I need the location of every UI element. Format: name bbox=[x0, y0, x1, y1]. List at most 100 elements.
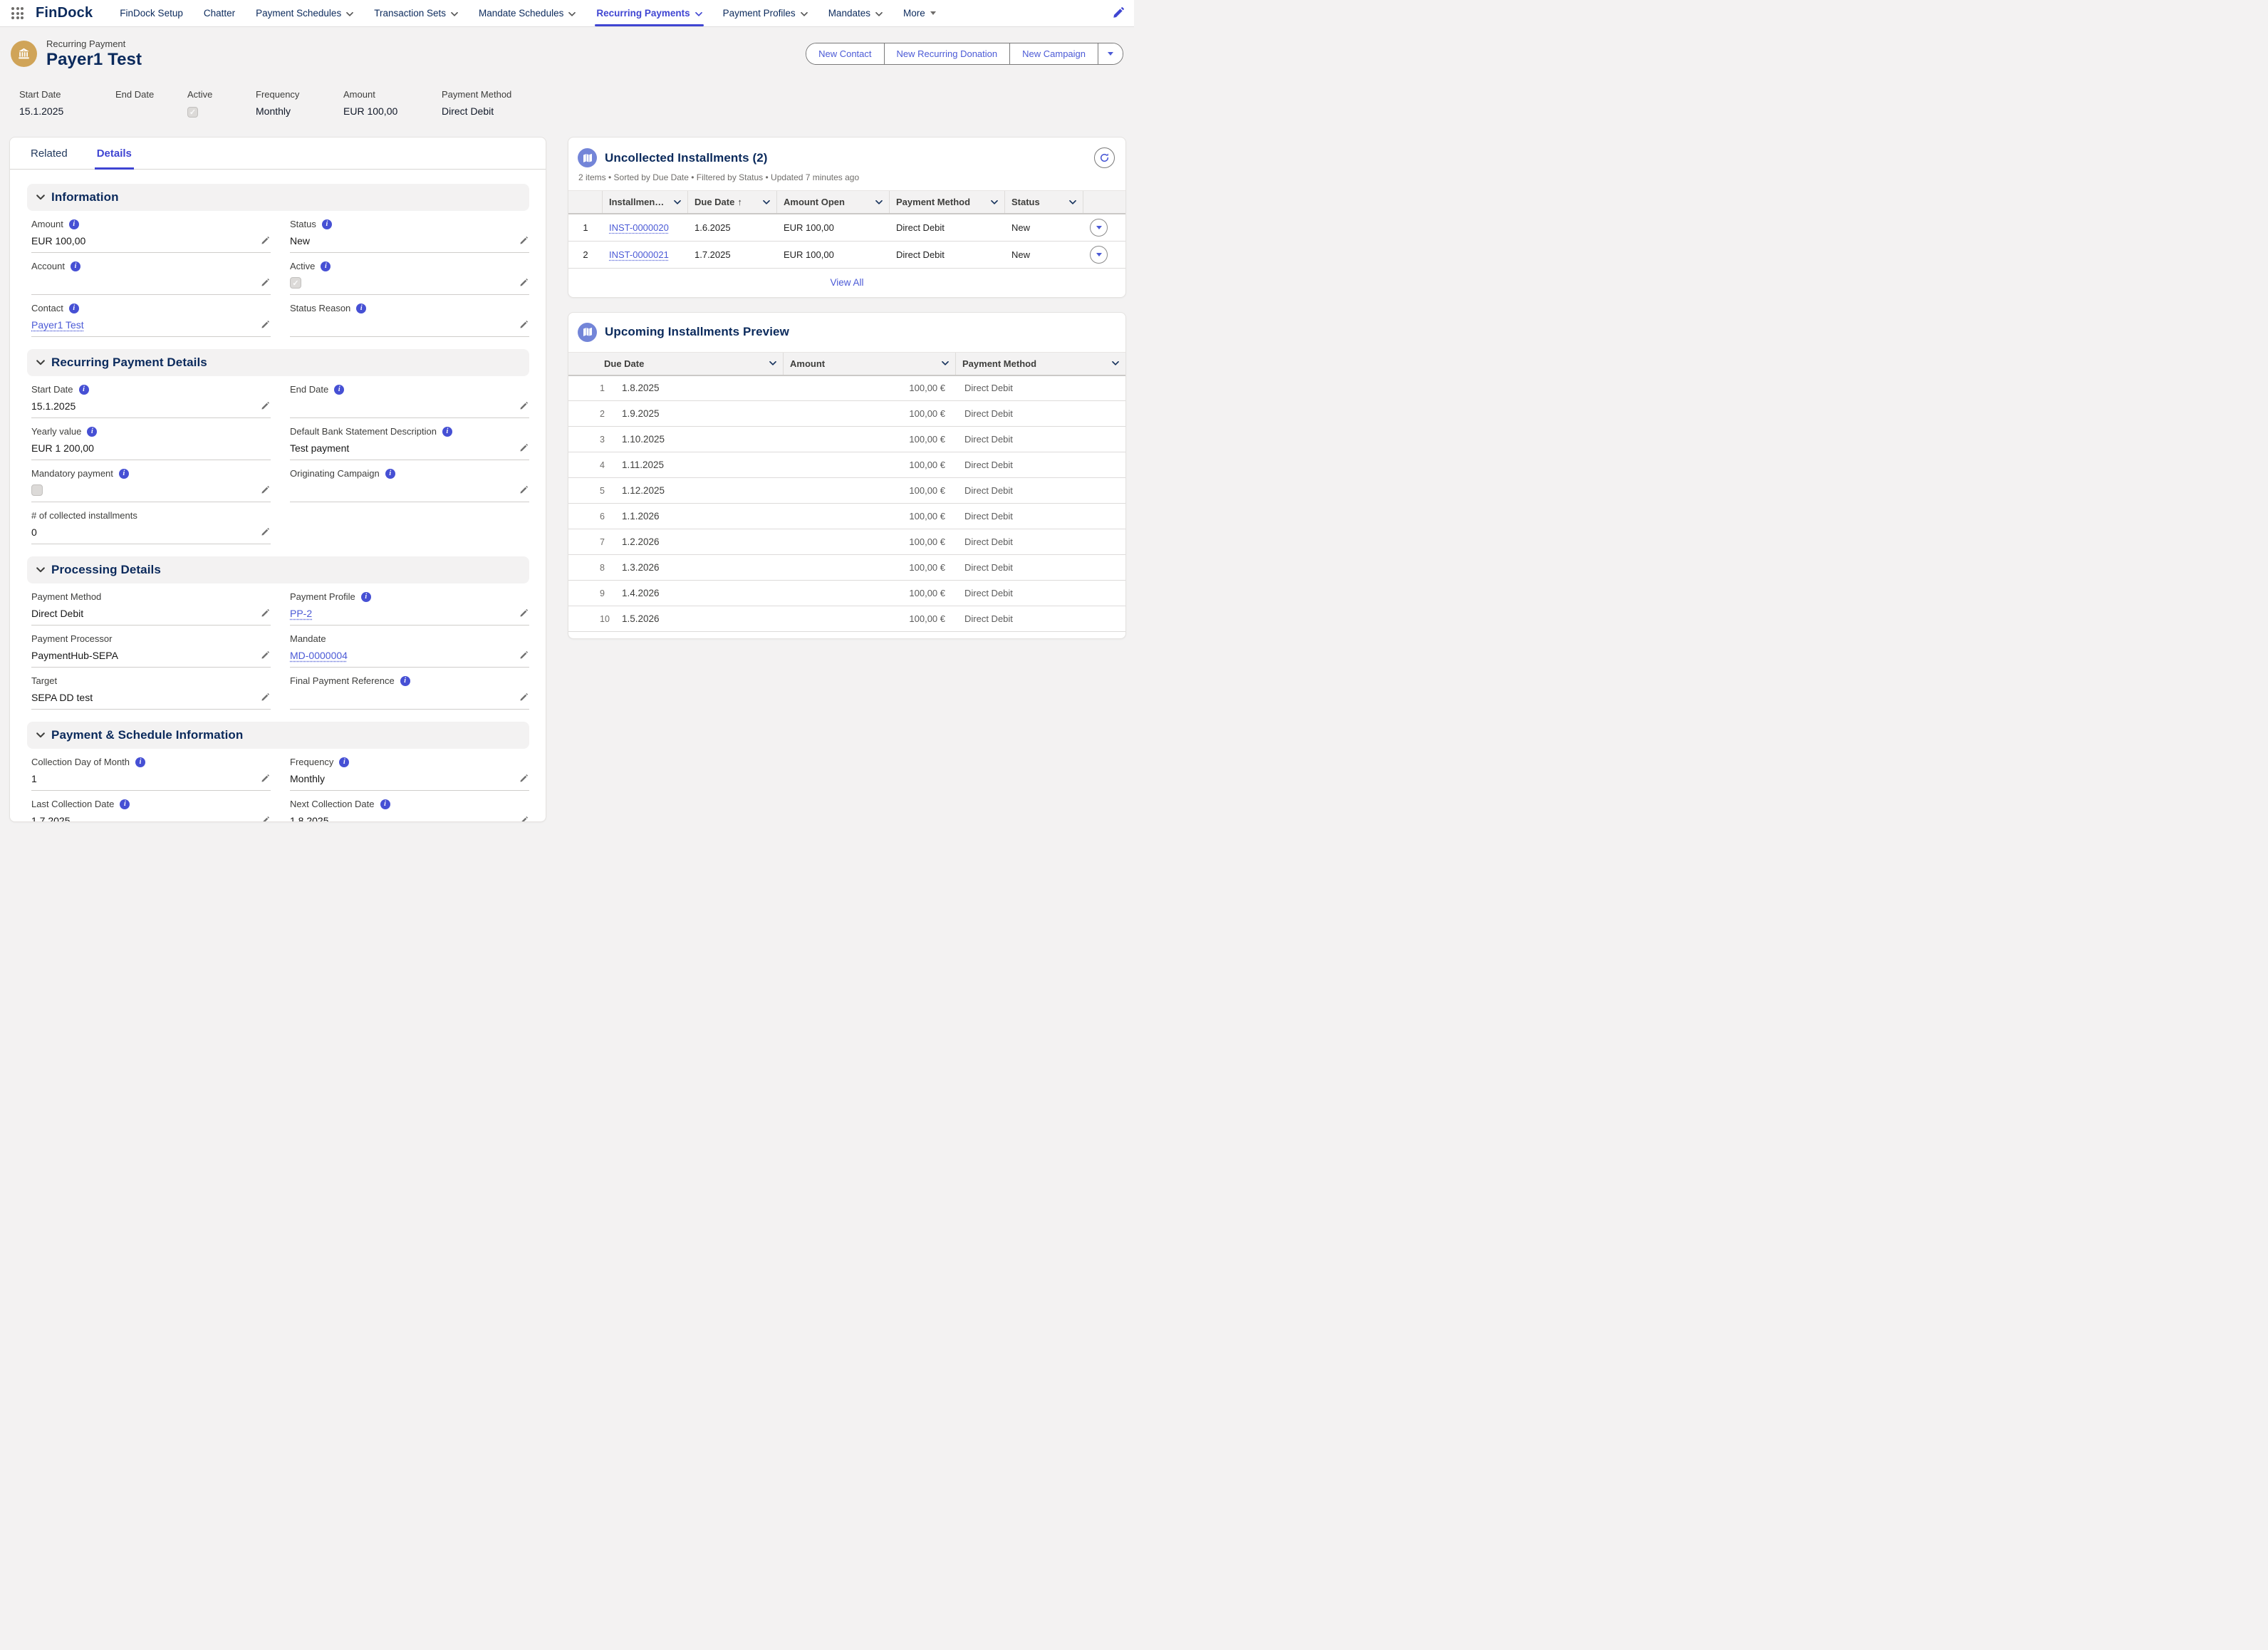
section-header-processing-details[interactable]: Processing Details bbox=[27, 556, 529, 583]
tab-details[interactable]: Details bbox=[94, 138, 135, 170]
link-inst-0000020[interactable]: INST-0000020 bbox=[609, 222, 669, 233]
payment-method-cell: Direct Debit bbox=[956, 554, 1125, 581]
info-icon[interactable]: i bbox=[118, 468, 129, 479]
field-status-reason: Status Reason i bbox=[290, 295, 529, 337]
edit-end-date-button[interactable] bbox=[518, 400, 529, 412]
nav-item-chatter[interactable]: Chatter bbox=[204, 0, 235, 26]
column-header-due-date[interactable]: Due Date bbox=[568, 351, 784, 376]
edit-payment-profile-button[interactable] bbox=[518, 608, 529, 619]
nav-item-mandate-schedules[interactable]: Mandate Schedules bbox=[479, 0, 576, 26]
edit-status-button[interactable] bbox=[518, 235, 529, 247]
link-payer1-test[interactable]: Payer1 Test bbox=[31, 319, 84, 331]
info-icon[interactable]: i bbox=[380, 799, 390, 809]
chevron-down-icon[interactable] bbox=[991, 199, 998, 204]
column-header-payment-method[interactable]: Payment Method bbox=[890, 190, 1005, 214]
edit-mandate-button[interactable] bbox=[518, 650, 529, 661]
column-header-due-date[interactable]: Due Date ↑ bbox=[688, 190, 777, 214]
info-icon[interactable]: i bbox=[321, 261, 331, 271]
edit-frequency-button[interactable] bbox=[518, 773, 529, 784]
edit-contact-button[interactable] bbox=[259, 319, 271, 331]
info-icon[interactable]: i bbox=[87, 426, 98, 437]
nav-item-recurring-payments[interactable]: Recurring Payments bbox=[595, 0, 704, 26]
nav-item-transaction-sets[interactable]: Transaction Sets bbox=[374, 0, 458, 26]
column-label: Status bbox=[1011, 197, 1040, 207]
detail-sections: Information Amount i EUR 100,00 Status i New Ac… bbox=[10, 170, 546, 821]
chevron-down-icon[interactable] bbox=[769, 361, 776, 365]
table-row: 5 1.12.2025 100,00 € Direct Debit bbox=[568, 477, 1125, 504]
row-number: 6 bbox=[600, 512, 605, 522]
info-icon[interactable]: i bbox=[321, 219, 332, 229]
row-actions-button[interactable] bbox=[1090, 218, 1108, 237]
edit-last-collection-date-button[interactable] bbox=[259, 815, 271, 821]
info-icon[interactable]: i bbox=[360, 591, 371, 602]
column-header-inner bbox=[1083, 191, 1125, 213]
edit-collection-day-of-month-button[interactable] bbox=[259, 773, 271, 784]
due-date-cell: 8 1.3.2026 bbox=[568, 554, 784, 581]
edit-active-button[interactable] bbox=[518, 277, 529, 289]
link-inst-0000021[interactable]: INST-0000021 bbox=[609, 249, 669, 260]
new-campaign-button[interactable]: New Campaign bbox=[1009, 43, 1098, 64]
nav-item-findock-setup[interactable]: FinDock Setup bbox=[120, 0, 183, 26]
edit-payment-method-button[interactable] bbox=[259, 608, 271, 619]
edit-status-reason-button[interactable] bbox=[518, 319, 529, 331]
edit-final-payment-reference-button[interactable] bbox=[518, 692, 529, 703]
link-pp-2[interactable]: PP-2 bbox=[290, 608, 313, 619]
due-date-value: 1.4.2026 bbox=[622, 588, 660, 598]
nav-item-more[interactable]: More bbox=[903, 0, 936, 26]
info-icon[interactable]: i bbox=[442, 426, 452, 437]
due-date-value: 1.8.2025 bbox=[622, 383, 660, 394]
chevron-down-icon[interactable] bbox=[674, 199, 681, 204]
edit-start-date-button[interactable] bbox=[259, 400, 271, 412]
app-launcher-icon[interactable] bbox=[11, 7, 24, 19]
edit-originating-campaign-button[interactable] bbox=[518, 484, 529, 496]
column-header-payment-method[interactable]: Payment Method bbox=[956, 351, 1125, 376]
amount-open-cell: EUR 100,00 bbox=[777, 241, 890, 269]
field-value-row bbox=[290, 399, 529, 413]
column-header-installmen[interactable]: Installmen… bbox=[603, 190, 688, 214]
info-icon[interactable]: i bbox=[70, 261, 80, 271]
row-actions-button[interactable] bbox=[1090, 245, 1108, 264]
info-icon[interactable]: i bbox=[120, 799, 130, 809]
edit-account-button[interactable] bbox=[259, 277, 271, 289]
tab-related[interactable]: Related bbox=[31, 147, 68, 160]
edit-target-button[interactable] bbox=[259, 692, 271, 703]
chevron-down-icon[interactable] bbox=[1069, 199, 1076, 204]
info-icon[interactable]: i bbox=[135, 757, 146, 767]
link-md-0000004[interactable]: MD-0000004 bbox=[290, 650, 348, 661]
column-header-amount-open[interactable]: Amount Open bbox=[777, 190, 890, 214]
edit-next-collection-date-button[interactable] bbox=[518, 815, 529, 821]
info-icon[interactable]: i bbox=[78, 384, 89, 395]
info-icon[interactable]: i bbox=[400, 675, 410, 686]
info-icon[interactable]: i bbox=[339, 757, 350, 767]
column-label: Payment Method bbox=[962, 358, 1037, 369]
edit-payment-processor-button[interactable] bbox=[259, 650, 271, 661]
nav-item-payment-profiles[interactable]: Payment Profiles bbox=[723, 0, 808, 26]
edit-amount-button[interactable] bbox=[259, 235, 271, 247]
more-actions-button[interactable] bbox=[1098, 43, 1123, 64]
nav-item-mandates[interactable]: Mandates bbox=[828, 0, 883, 26]
new-contact-button[interactable]: New Contact bbox=[806, 43, 884, 64]
column-header-status[interactable]: Status bbox=[1005, 190, 1083, 214]
edit-pencil-icon[interactable] bbox=[1112, 7, 1124, 19]
nav-item-payment-schedules[interactable]: Payment Schedules bbox=[256, 0, 354, 26]
view-all-link[interactable]: View All bbox=[830, 276, 864, 288]
info-icon[interactable]: i bbox=[68, 303, 79, 313]
new-recurring-donation-button[interactable]: New Recurring Donation bbox=[883, 43, 1010, 64]
section-header-information[interactable]: Information bbox=[27, 184, 529, 211]
info-icon[interactable]: i bbox=[385, 468, 395, 479]
edit-of-collected-installments-button[interactable] bbox=[259, 526, 271, 538]
section-header-payment-schedule-information[interactable]: Payment & Schedule Information bbox=[27, 722, 529, 749]
edit-mandatory-payment-button[interactable] bbox=[259, 484, 271, 496]
chevron-down-icon[interactable] bbox=[763, 199, 770, 204]
column-header-amount[interactable]: Amount bbox=[784, 351, 956, 376]
info-icon[interactable]: i bbox=[68, 219, 79, 229]
info-icon[interactable]: i bbox=[356, 303, 367, 313]
edit-default-bank-statement-description-button[interactable] bbox=[518, 442, 529, 454]
chevron-down-icon[interactable] bbox=[1112, 361, 1119, 365]
chevron-down-icon[interactable] bbox=[875, 199, 883, 204]
column-header bbox=[1083, 190, 1125, 214]
chevron-down-icon[interactable] bbox=[942, 361, 949, 365]
info-icon[interactable]: i bbox=[334, 384, 345, 395]
section-header-recurring-payment-details[interactable]: Recurring Payment Details bbox=[27, 349, 529, 376]
refresh-button[interactable] bbox=[1094, 147, 1115, 168]
